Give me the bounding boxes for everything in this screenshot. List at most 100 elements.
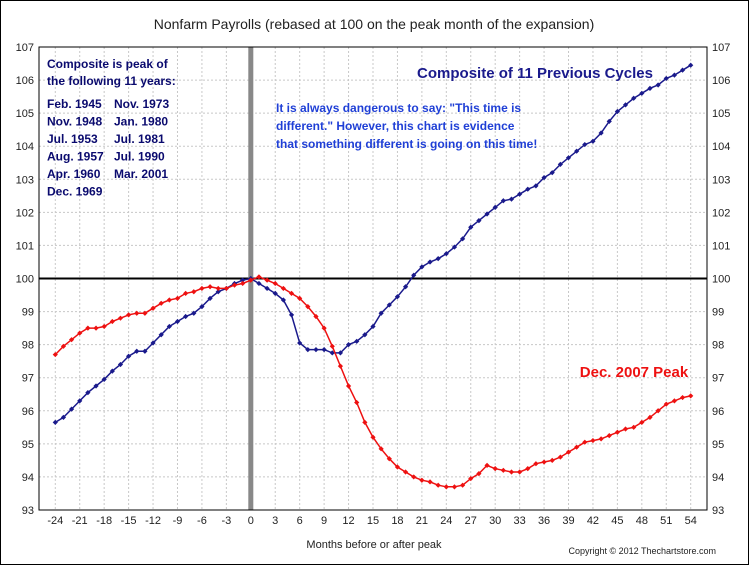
y-tick-label-right: 98	[712, 340, 724, 352]
data-point	[500, 467, 506, 473]
data-point	[541, 175, 547, 181]
data-point	[639, 419, 645, 425]
data-point	[606, 432, 612, 439]
data-point	[77, 330, 83, 336]
data-point	[256, 280, 262, 287]
data-point	[60, 343, 67, 349]
data-point	[280, 285, 286, 292]
data-point	[264, 277, 270, 283]
data-point	[256, 274, 262, 280]
x-tick-label: 3	[272, 515, 278, 527]
data-point	[174, 295, 181, 301]
y-tick-label-right: 101	[712, 240, 730, 252]
data-point	[582, 439, 588, 445]
y-tick-label-left: 99	[22, 307, 34, 319]
data-point	[419, 264, 425, 270]
peak-year-col2: Jul. 1981	[114, 132, 165, 146]
x-axis-label: Months before or after peak	[306, 539, 442, 551]
x-tick-label: -15	[121, 515, 137, 527]
data-point	[386, 456, 392, 462]
data-point	[345, 383, 352, 389]
data-point	[565, 449, 572, 455]
data-point	[688, 62, 694, 68]
data-point	[525, 186, 531, 192]
data-point	[614, 429, 620, 435]
x-tick-label: -12	[145, 515, 161, 527]
data-point	[639, 90, 645, 96]
data-point	[166, 323, 172, 330]
data-point	[598, 436, 604, 442]
data-point	[394, 464, 401, 470]
data-point	[126, 312, 132, 318]
y-tick-label-left: 98	[22, 340, 34, 352]
data-point	[435, 482, 441, 488]
data-point	[679, 67, 686, 73]
data-point	[117, 361, 124, 368]
data-point	[93, 325, 99, 331]
x-tick-label: -21	[72, 515, 88, 527]
y-tick-label-right: 102	[712, 207, 730, 219]
data-point	[166, 297, 172, 303]
data-point	[142, 348, 148, 354]
data-point	[647, 414, 653, 420]
data-point	[549, 170, 555, 176]
data-point	[655, 82, 661, 88]
data-point	[582, 141, 588, 148]
y-tick-label-right: 99	[712, 307, 724, 319]
y-tick-label-left: 106	[16, 75, 34, 87]
data-point	[305, 304, 311, 310]
data-point	[443, 251, 449, 257]
x-tick-label: 21	[416, 515, 428, 527]
peak-year-col2: Jan. 1980	[114, 115, 168, 129]
data-point	[199, 285, 205, 292]
x-tick-label: -9	[173, 515, 183, 527]
data-point	[370, 323, 376, 330]
data-point	[134, 348, 140, 354]
y-tick-label-right: 103	[712, 174, 730, 186]
peaks-heading: Composite is peak of	[47, 57, 169, 71]
data-point	[215, 289, 221, 295]
peak-year-col1: Apr. 1960	[47, 167, 101, 181]
y-tick-label-left: 102	[16, 207, 34, 219]
data-point	[150, 305, 156, 311]
data-point	[280, 297, 286, 303]
data-point	[134, 310, 140, 316]
x-tick-label: 36	[538, 515, 550, 527]
data-point	[183, 313, 189, 320]
data-point	[476, 471, 482, 477]
peak-year-col1: Nov. 1948	[47, 115, 102, 129]
data-point	[492, 466, 498, 472]
data-point	[142, 310, 148, 316]
data-point	[386, 302, 392, 308]
data-point	[207, 295, 213, 301]
x-tick-label: 6	[297, 515, 303, 527]
peak-year-col2: Mar. 2001	[114, 167, 168, 181]
data-point	[329, 343, 335, 349]
data-point	[101, 376, 107, 382]
data-point	[614, 108, 620, 115]
peak-year-col2: Nov. 1973	[114, 97, 169, 111]
data-point	[606, 118, 612, 125]
data-point	[345, 342, 352, 348]
data-point	[671, 398, 678, 404]
data-point	[223, 285, 229, 292]
data-point	[622, 426, 629, 432]
data-point	[394, 294, 401, 300]
data-point	[321, 347, 327, 353]
y-tick-label-left: 95	[22, 439, 34, 451]
plot-border	[38, 46, 708, 511]
data-point	[109, 368, 115, 374]
y-tick-label-right: 97	[712, 373, 724, 385]
y-tick-label-right: 107	[712, 42, 730, 54]
peak-year-col2: Jul. 1990	[114, 150, 165, 164]
y-tick-label-left: 103	[16, 174, 34, 186]
data-point	[541, 459, 547, 465]
data-point	[305, 347, 311, 353]
data-point	[313, 347, 319, 353]
data-point	[297, 340, 303, 346]
data-point	[484, 211, 490, 217]
data-point	[248, 277, 254, 283]
data-point	[631, 424, 637, 430]
data-point	[362, 419, 368, 425]
